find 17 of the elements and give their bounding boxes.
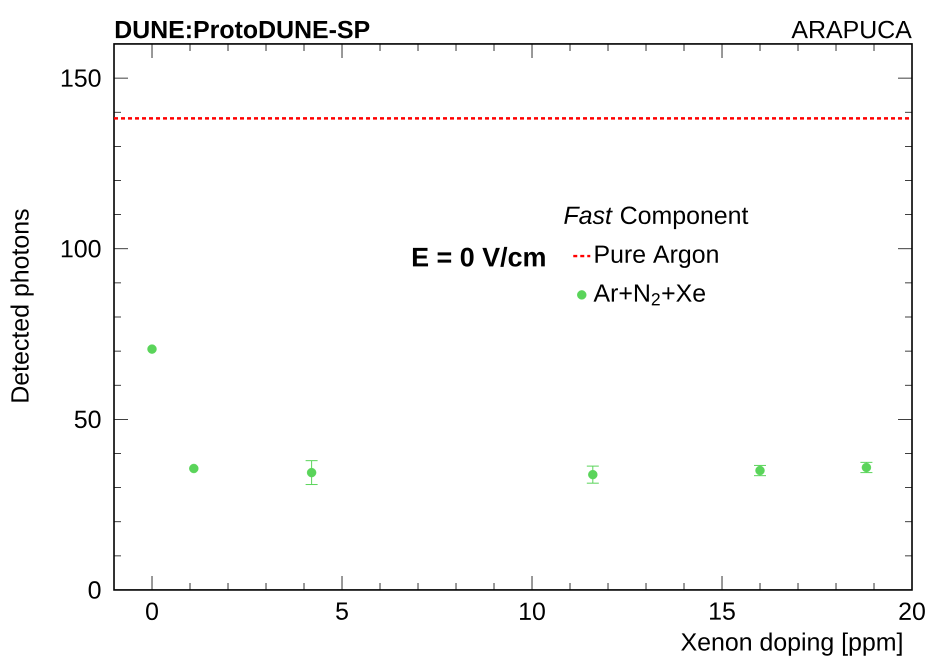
x-tick-label: 15 — [710, 602, 735, 620]
x-tick-label: 5 — [336, 602, 348, 620]
legend-label: Ar+N$_{2}$+Xe — [594, 284, 706, 306]
y-axis-title: Detected photons — [10, 209, 34, 402]
x-axis-title: Xenon doping [ppm] — [681, 632, 902, 656]
y-tick-label: 0 — [88, 581, 101, 599]
x-tick-label: 20 — [899, 602, 925, 620]
legend-label: Pure Argon — [596, 246, 718, 268]
annotation: E = 0 V/cm — [412, 246, 545, 267]
y-tick-label: 150 — [62, 69, 101, 87]
y-tick-label: 50 — [74, 410, 101, 428]
legend-title: Fast Component — [564, 206, 748, 230]
x-tick-label: 0 — [146, 602, 158, 620]
chart-title: DUNE:ProtoDUNE-SP — [116, 20, 370, 38]
y-tick-label: 100 — [62, 240, 101, 258]
chart-subtitle: ARAPUCA — [791, 20, 912, 38]
x-tick-label: 10 — [520, 602, 545, 620]
